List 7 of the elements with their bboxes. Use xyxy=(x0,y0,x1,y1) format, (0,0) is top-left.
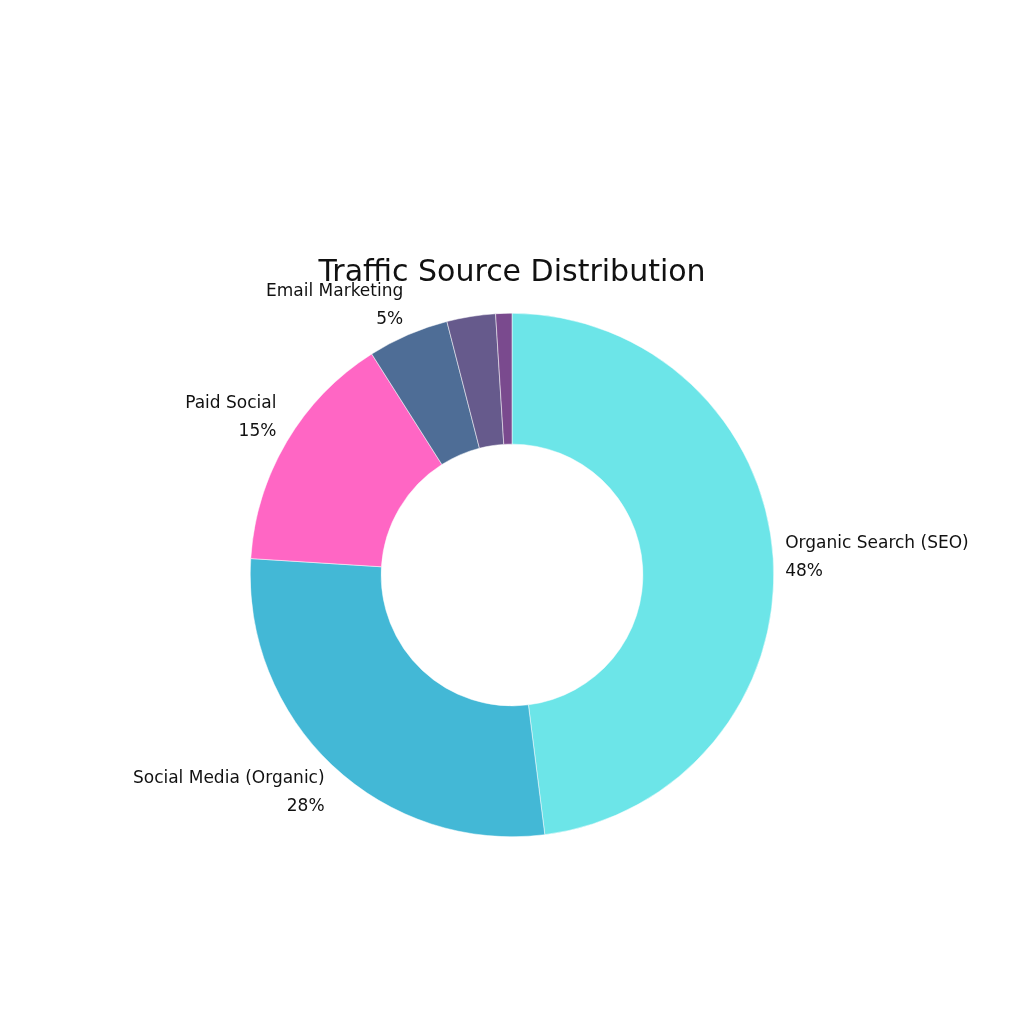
data-label: 48% xyxy=(785,560,824,581)
data-label: 15% xyxy=(238,420,277,441)
data-label: 5% xyxy=(376,308,404,329)
slice-label: Paid Social xyxy=(185,392,277,413)
data-label: 28% xyxy=(286,794,325,815)
slice-label: Organic Search (SEO) xyxy=(785,532,969,553)
slice-label: Social Media (Organic) xyxy=(132,766,325,787)
